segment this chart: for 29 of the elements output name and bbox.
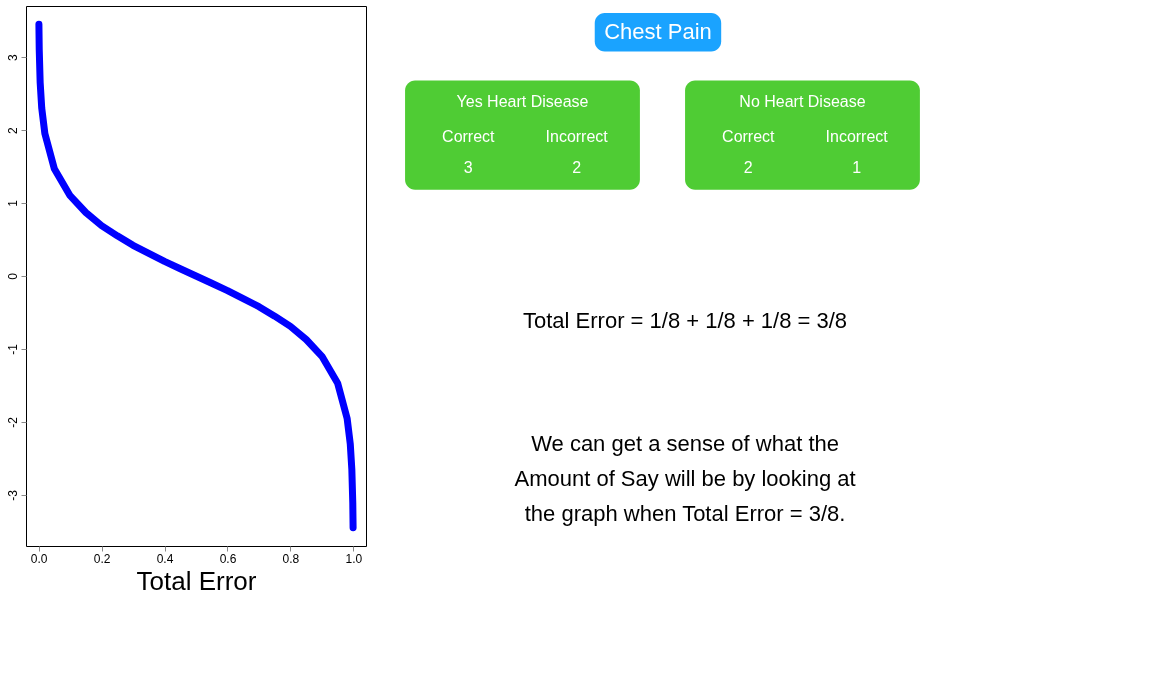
x-axis-title: Total Error: [136, 565, 257, 596]
y-tick-label: -2: [5, 416, 20, 428]
text: Incorrect: [825, 128, 889, 146]
text: Amount of Say will be by looking at: [514, 465, 856, 491]
x-tick-label: 0.8: [282, 551, 300, 566]
text: the graph when Total Error = 3/8.: [524, 500, 846, 526]
text: Chest Pain: [604, 19, 712, 45]
text: 1: [852, 158, 862, 176]
text: 2: [743, 158, 753, 176]
text: Total Error = 1/8 + 1/8 + 1/8 = 3/8: [523, 308, 848, 333]
y-tick-label: -3: [5, 489, 20, 501]
x-tick-label: 0.6: [219, 551, 237, 566]
x-tick-label: 1.0: [345, 551, 363, 566]
y-tick-label: 1: [5, 199, 20, 207]
text: Incorrect: [545, 128, 609, 146]
y-tick-label: -1: [5, 343, 20, 355]
text: Correct: [442, 128, 496, 146]
text: Yes Heart Disease: [456, 93, 589, 111]
text: We can get a sense of what the: [531, 430, 839, 456]
text: 3: [463, 158, 473, 176]
text: 2: [572, 158, 582, 176]
x-tick-label: 0.4: [156, 551, 174, 566]
x-tick-label: 0.0: [30, 551, 48, 566]
y-tick-label: 0: [5, 272, 20, 280]
y-tick-label: 2: [5, 126, 20, 134]
text: No Heart Disease: [739, 93, 866, 111]
text: Correct: [722, 128, 776, 146]
y-tick-label: 3: [5, 53, 20, 61]
x-tick-label: 0.2: [93, 551, 111, 566]
